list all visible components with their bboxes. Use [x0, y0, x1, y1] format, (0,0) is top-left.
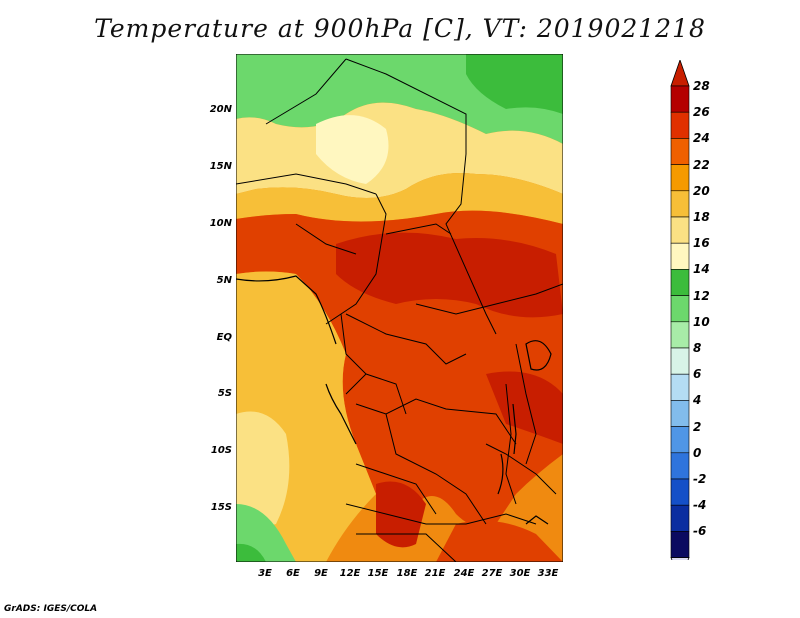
- y-tick-label: 5S: [217, 388, 232, 399]
- cooler-region-northeast: [466, 54, 563, 114]
- hottest-region-east: [486, 371, 563, 444]
- colorbar-label: -6: [693, 524, 707, 539]
- colorbar-label: -2: [693, 472, 707, 486]
- colorbar-swatch: [670, 295, 690, 323]
- x-tick-label: 30E: [509, 568, 531, 579]
- colorbar-label: -4: [693, 498, 707, 513]
- colorbar-swatch: [670, 190, 690, 218]
- cooler-region-southwest: [236, 543, 266, 562]
- colorbar-label: 4: [693, 393, 702, 408]
- colorbar-swatch: [670, 85, 690, 113]
- colorbar-swatch: [670, 347, 690, 375]
- colorbar-swatch: [670, 452, 690, 480]
- lakes-and-coastline: [236, 275, 552, 525]
- x-tick-label: 18E: [396, 568, 418, 579]
- colorbar: [670, 60, 690, 560]
- x-tick-label: 15E: [367, 568, 389, 579]
- x-tick-label: 12E: [339, 568, 361, 579]
- colorbar-label: 20: [693, 183, 710, 198]
- colorbar-swatch: [670, 504, 690, 532]
- colorbar-top-arrow: [670, 60, 690, 87]
- colorbar-swatch: [670, 321, 690, 349]
- map-title: Temperature at 900hPa [C], VT: 201902121…: [94, 14, 706, 43]
- colorbar-swatch: [670, 426, 690, 454]
- colorbar-label: 28: [693, 79, 710, 93]
- colorbar-label: 26: [693, 105, 710, 120]
- hottest-region-south: [376, 481, 426, 548]
- y-tick-label: 5N: [216, 275, 232, 286]
- colorbar-label: 6: [693, 367, 702, 382]
- x-tick-label: 21E: [424, 568, 446, 579]
- colorbar-label: 12: [693, 288, 710, 303]
- colorbar-swatch: [670, 138, 690, 165]
- colorbar-bottom-arrow: [670, 557, 690, 560]
- hot-region-southeast: [436, 520, 563, 562]
- y-tick-label: EQ: [216, 332, 232, 343]
- x-tick-label: 27E: [481, 568, 503, 579]
- colorbar-swatch: [670, 478, 690, 506]
- hottest-region: [336, 232, 563, 318]
- y-tick-label: 10S: [210, 445, 232, 456]
- colorbar-label: 24: [693, 131, 710, 146]
- colorbar-swatch: [670, 373, 690, 401]
- grads-credit: GrADS: IGES/COLA: [4, 604, 98, 614]
- colorbar-label: 0: [693, 445, 702, 460]
- y-tick-label: 15S: [210, 502, 232, 513]
- colorbar-label: 22: [693, 157, 710, 172]
- colorbar-swatch: [670, 111, 690, 139]
- colorbar-swatch: [670, 531, 690, 558]
- colorbar-label: 16: [693, 236, 710, 251]
- colorbar-swatch: [670, 400, 690, 427]
- x-tick-label: 24E: [453, 568, 475, 579]
- colorbar-swatch: [670, 164, 690, 192]
- y-tick-label: 10N: [209, 218, 232, 229]
- y-tick-label: 15N: [209, 161, 232, 172]
- western-mild-zone: [236, 411, 290, 534]
- colorbar-label: 18: [693, 210, 710, 224]
- colorbar-label: 14: [693, 262, 710, 277]
- x-tick-label: 3E: [258, 568, 272, 579]
- colorbar-swatch: [670, 216, 690, 244]
- colorbar-swatch: [670, 242, 690, 270]
- cream-patch: [316, 115, 389, 184]
- colorbar-label: 8: [693, 341, 702, 355]
- temperature-map: [236, 54, 563, 562]
- colorbar-swatch: [670, 269, 690, 296]
- x-tick-label: 6E: [286, 568, 300, 579]
- country-borders: [236, 58, 563, 562]
- y-tick-label: 20N: [209, 104, 232, 115]
- x-tick-label: 33E: [537, 568, 559, 579]
- x-tick-label: 9E: [314, 568, 328, 579]
- colorbar-label: 2: [693, 419, 702, 434]
- colorbar-label: 10: [693, 314, 710, 329]
- warm-band: [236, 173, 563, 224]
